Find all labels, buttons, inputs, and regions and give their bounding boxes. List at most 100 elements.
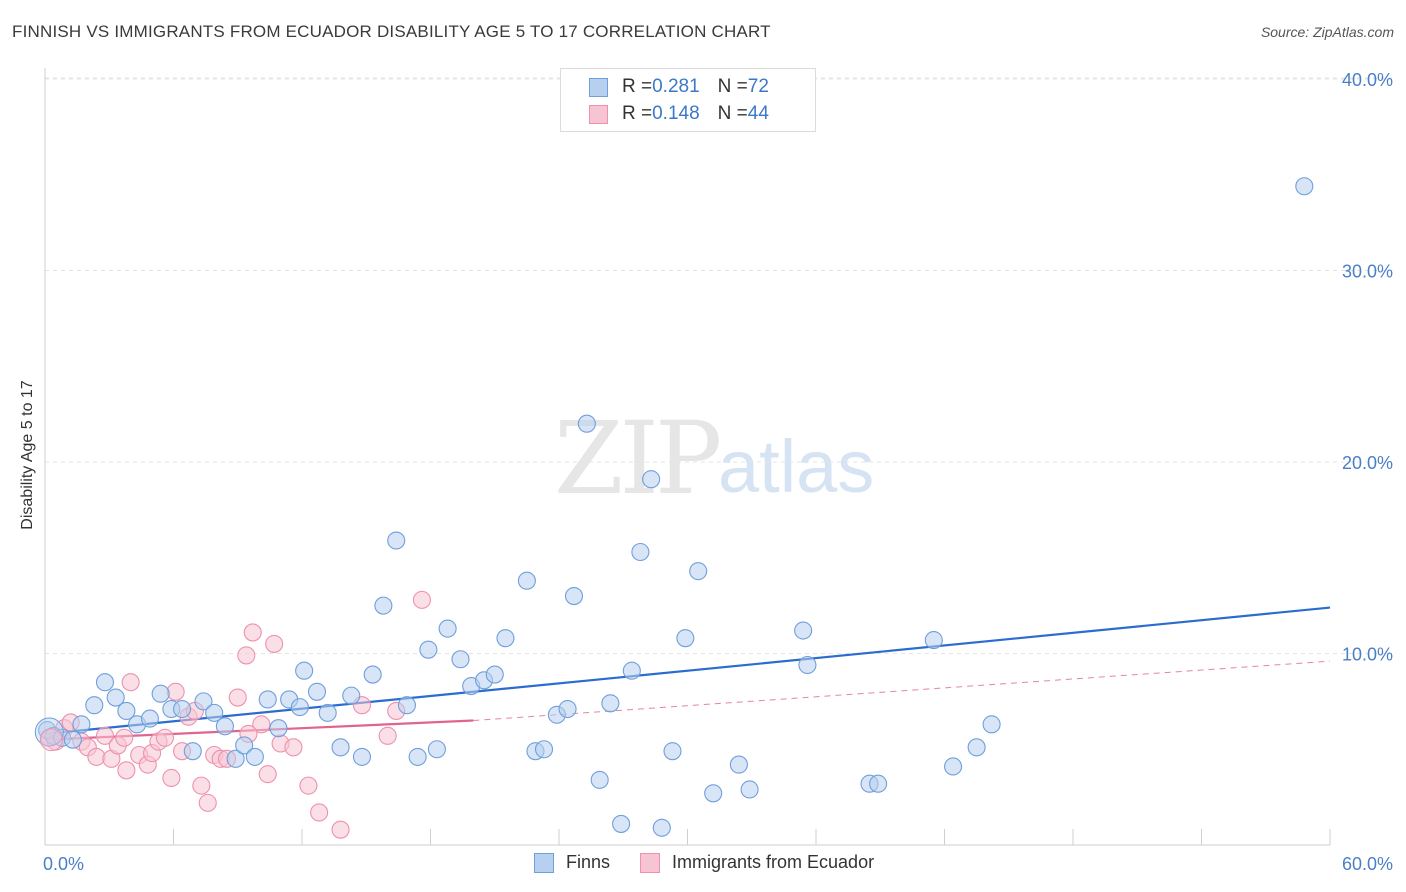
ecuador-point	[166, 682, 185, 701]
finns-point	[967, 738, 986, 757]
finns-point	[117, 701, 136, 721]
ecuador-point	[198, 793, 217, 812]
finns-point	[194, 692, 213, 711]
ecuador-point	[121, 673, 140, 692]
finns-point	[106, 688, 125, 707]
ecuador-r-value: 0.148	[652, 103, 700, 124]
ecuador-point	[115, 728, 134, 747]
finns-point	[331, 738, 350, 757]
finns-point	[387, 531, 406, 550]
ecuador-point	[228, 688, 247, 707]
finns-point	[72, 715, 91, 734]
finns-point	[226, 749, 245, 768]
finns-point	[982, 715, 1001, 734]
finns-point	[558, 699, 577, 719]
tick-labels: 10.0% 20.0% 30.0% 40.0% 0.0% 60.0%	[43, 70, 1393, 874]
finns-point	[612, 814, 631, 833]
finns-point	[427, 740, 446, 759]
finns-point	[485, 665, 504, 684]
finns-point	[258, 690, 277, 709]
grid-lines	[45, 77, 1392, 654]
finns-point	[496, 629, 515, 648]
finns-point	[269, 719, 288, 738]
y-tick-label: 20.0%	[1342, 453, 1393, 473]
y-tick-label: 10.0%	[1342, 645, 1393, 665]
ecuador-r-label: R =	[622, 103, 653, 124]
ecuador-point	[192, 776, 211, 795]
finns-point	[676, 629, 695, 648]
ecuador-swatch	[589, 104, 608, 124]
finns-point	[173, 699, 192, 719]
bottom-legend-finns: Finns	[534, 852, 610, 873]
finns-point	[408, 747, 427, 766]
finns-legend-swatch	[534, 852, 554, 873]
finns-point	[374, 596, 393, 615]
x-tick-label-min: 0.0%	[43, 854, 84, 874]
finns-n-label: N =	[717, 76, 748, 97]
finns-point	[1295, 177, 1314, 196]
data-points	[34, 177, 1314, 839]
finns-r-label: R =	[622, 76, 653, 97]
bottom-legend: Finns Immigrants from Ecuador	[534, 852, 904, 873]
finns-point	[798, 655, 817, 675]
finns-point	[704, 784, 723, 803]
ecuador-point	[237, 646, 256, 665]
ecuador-point	[284, 738, 303, 757]
finns-point	[151, 684, 170, 703]
finns-point	[85, 696, 104, 715]
finns-point	[140, 709, 159, 728]
finns-point	[729, 755, 748, 774]
finns-point	[451, 650, 470, 669]
finns-point	[352, 747, 372, 766]
ecuador-point	[155, 728, 174, 747]
finns-point	[663, 742, 682, 761]
finns-point	[794, 621, 813, 640]
finns-point	[290, 698, 309, 717]
finns-point	[63, 730, 82, 749]
finns-point	[95, 673, 115, 692]
finns-point	[363, 665, 382, 684]
finns-r-value: 0.281	[652, 76, 700, 97]
finns-point	[590, 770, 609, 789]
ecuador-point	[412, 590, 431, 609]
finns-point	[183, 742, 202, 761]
ecuador-point	[331, 820, 350, 839]
finns-point	[205, 703, 224, 722]
legend-row-finns: R = 0.281 N = 72	[589, 75, 769, 99]
finns-swatch	[589, 77, 608, 97]
finns-point	[307, 682, 327, 701]
ecuador-point	[299, 776, 318, 795]
ecuador-n-value: 44	[747, 103, 769, 124]
finns-point	[438, 619, 457, 638]
y-tick-label: 30.0%	[1342, 262, 1393, 282]
finns-point	[689, 562, 708, 581]
watermark-atlas: atlas	[718, 425, 875, 508]
trend-lines	[44, 606, 1331, 741]
finns-point	[342, 686, 361, 705]
finns-point	[631, 542, 650, 562]
ecuador-point	[95, 726, 115, 745]
finns-point	[295, 661, 314, 680]
legend: R = 0.281 N = 72 R = 0.148 N = 44	[560, 68, 816, 132]
ecuador-point	[378, 726, 397, 745]
ecuador-n-label: N =	[717, 103, 748, 124]
ecuador-point	[310, 803, 329, 822]
ecuador-legend-swatch	[640, 852, 661, 873]
finns-point	[517, 571, 536, 590]
ecuador-legend-label: Immigrants from Ecuador	[672, 852, 875, 872]
finns-point	[924, 631, 943, 650]
finns-point	[318, 703, 337, 722]
finns-point	[601, 694, 620, 713]
source-label: Source: ZipAtlas.com	[1260, 24, 1394, 40]
ecuador-point-cluster	[39, 728, 63, 752]
ecuador-point	[162, 768, 181, 788]
ecuador-trend-extension	[473, 660, 1331, 722]
finns-point	[564, 586, 584, 606]
finns-point-cluster	[34, 717, 64, 747]
finns-point	[235, 736, 254, 755]
ecuador-point	[252, 715, 271, 734]
finns-point	[397, 696, 416, 715]
y-tick-label: 40.0%	[1342, 70, 1393, 90]
ecuador-point	[258, 765, 277, 784]
